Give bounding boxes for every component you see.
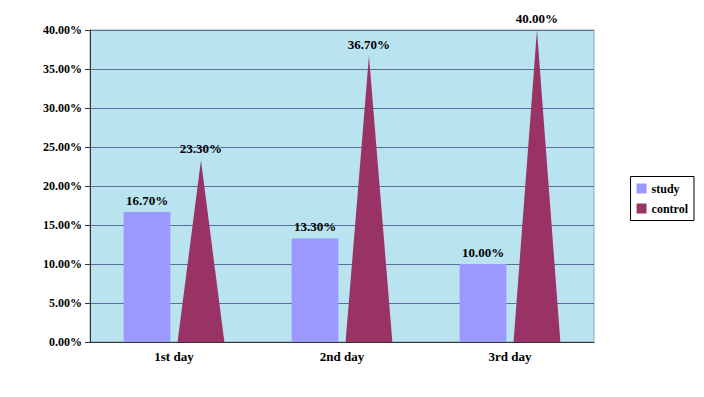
svg-text:0.00%: 0.00% [49, 335, 82, 349]
svg-text:2nd day: 2nd day [320, 349, 365, 364]
svg-text:30.00%: 30.00% [43, 101, 82, 115]
svg-text:5.00%: 5.00% [49, 296, 82, 310]
svg-text:1st day: 1st day [154, 349, 194, 364]
svg-text:13.30%: 13.30% [294, 219, 336, 234]
svg-text:15.00%: 15.00% [43, 218, 82, 232]
svg-text:40.00%: 40.00% [516, 11, 558, 26]
svg-text:20.00%: 20.00% [43, 179, 82, 193]
svg-text:25.00%: 25.00% [43, 140, 82, 154]
svg-text:control: control [652, 202, 689, 216]
svg-text:10.00%: 10.00% [462, 245, 504, 260]
svg-text:35.00%: 35.00% [43, 62, 82, 76]
svg-text:36.70%: 36.70% [348, 37, 390, 52]
svg-text:40.00%: 40.00% [43, 23, 82, 37]
svg-text:study: study [652, 182, 680, 196]
svg-text:10.00%: 10.00% [43, 257, 82, 271]
svg-text:16.70%: 16.70% [126, 193, 168, 208]
svg-text:3rd day: 3rd day [489, 349, 532, 364]
svg-text:23.30%: 23.30% [180, 141, 222, 156]
